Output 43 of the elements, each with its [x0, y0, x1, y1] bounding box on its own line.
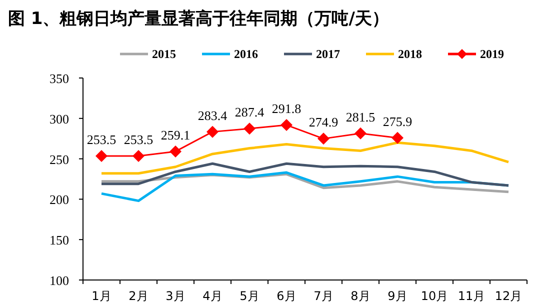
- point: [280, 119, 292, 132]
- x-tick-label: 3月: [166, 289, 186, 303]
- data-label: 281.5: [346, 109, 376, 124]
- x-tick-label: 8月: [350, 289, 370, 303]
- x-tick-label: 12月: [494, 289, 522, 303]
- y-tick-label: 200: [50, 192, 69, 208]
- point: [354, 127, 366, 140]
- point: [96, 150, 108, 162]
- data-label: 253.5: [124, 132, 154, 147]
- chart-title: 图 1、粗钢日均产量显著高于往年同期（万吨/天）: [8, 9, 389, 29]
- y-tick-label: 350: [50, 71, 69, 86]
- legend-label: 2016: [234, 47, 258, 61]
- point: [206, 126, 218, 138]
- data-label: 275.9: [382, 114, 412, 129]
- legend-label: 2019: [480, 47, 504, 61]
- point: [132, 150, 144, 162]
- point: [318, 132, 330, 145]
- legend-label: 2018: [398, 47, 422, 61]
- x-tick-label: 4月: [202, 289, 222, 303]
- legend-label: 2017: [316, 47, 340, 61]
- x-tick-label: 1月: [92, 289, 112, 303]
- data-label: 283.4: [198, 108, 228, 123]
- x-tick-label: 7月: [314, 289, 334, 303]
- y-tick-label: 250: [50, 152, 69, 167]
- x-tick-label: 11月: [458, 289, 486, 303]
- data-label: 291.8: [272, 101, 302, 116]
- data-label: 259.1: [160, 127, 190, 142]
- data-label: 287.4: [234, 104, 265, 120]
- point: [392, 132, 404, 144]
- x-tick-label: 10月: [420, 289, 448, 303]
- x-tick-label: 2月: [128, 289, 148, 303]
- x-tick-label: 6月: [276, 289, 296, 303]
- point: [170, 145, 182, 158]
- x-tick-label: 9月: [388, 289, 408, 303]
- y-tick-label: 150: [50, 232, 69, 248]
- line-series: [100, 162, 510, 187]
- data-label: 253.5: [86, 132, 116, 147]
- point: [244, 122, 256, 135]
- x-tick-label: 5月: [240, 289, 260, 303]
- data-label: 274.9: [308, 114, 338, 130]
- legend-label: 2015: [152, 47, 176, 61]
- y-tick-label: 300: [50, 111, 69, 126]
- y-tick-label: 100: [50, 273, 69, 288]
